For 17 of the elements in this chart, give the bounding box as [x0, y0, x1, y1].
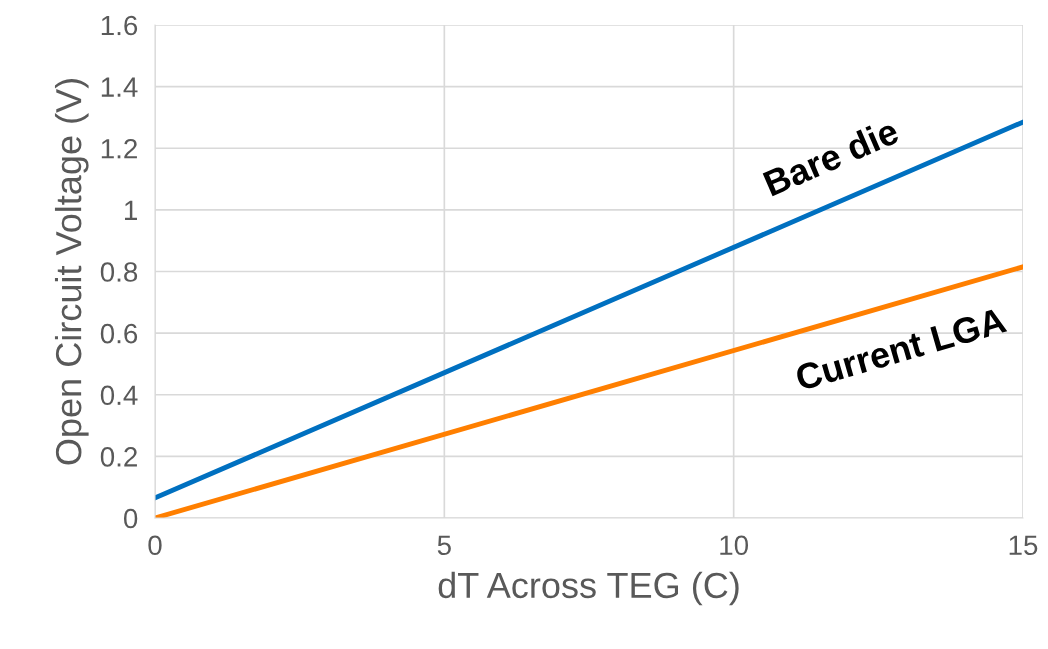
y-tick-label: 0.4 — [100, 385, 138, 406]
y-tick-label: 0.6 — [100, 323, 138, 344]
y-tick-label: 1.4 — [101, 77, 138, 97]
y-tick-label: 1.6 — [101, 15, 138, 36]
x-tick-label: 5 — [437, 535, 451, 556]
x-axis-title: dT Across TEG (C) — [438, 571, 739, 606]
y-tick-label: 0.8 — [100, 262, 138, 282]
x-tick-label: 15 — [1009, 535, 1038, 556]
y-tick-label: 1 — [125, 200, 137, 220]
y-tick-label: 0.2 — [100, 447, 137, 467]
y-tick-label: 1.2 — [101, 138, 137, 159]
text: Current LGA — [794, 306, 1008, 392]
text: Bare die — [762, 117, 901, 197]
y-tick-label: 0 — [123, 508, 138, 529]
y-axis-title: Open Circuit Voltage (V) — [54, 79, 89, 465]
x-tick-label: 0 — [148, 535, 162, 556]
x-tick-label: 10 — [720, 535, 749, 556]
